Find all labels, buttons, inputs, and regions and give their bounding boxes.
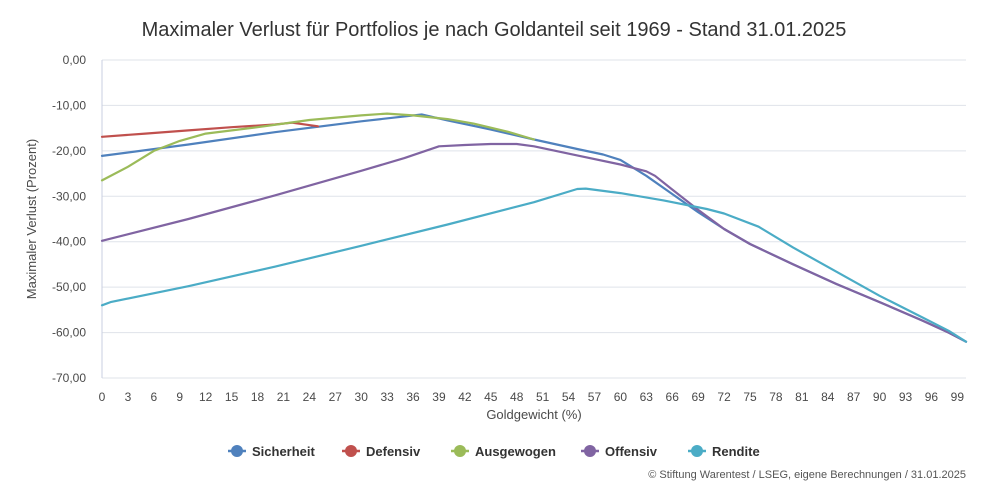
x-tick-label: 90 — [873, 390, 887, 404]
y-tick-labels: 0,00 -10,00 -20,00 -30,00 -40,00 -50,00 -60,00… — [52, 53, 86, 385]
x-tick-label: 51 — [536, 390, 550, 404]
chart-title: Maximaler Verlust für Portfolios je nach… — [142, 19, 847, 41]
x-tick-label: 99 — [951, 390, 965, 404]
legend-label: Ausgewogen — [475, 444, 556, 459]
x-tick-label: 54 — [562, 390, 576, 404]
x-tick-label: 30 — [355, 390, 369, 404]
legend-label: Offensiv — [605, 444, 658, 459]
legend-marker-icon — [691, 445, 703, 457]
x-tick-label: 9 — [176, 390, 183, 404]
series-line-offensiv — [100, 142, 968, 343]
y-axis-label: Maximaler Verlust (Prozent) — [24, 139, 39, 299]
x-tick-label: 18 — [251, 390, 265, 404]
x-tick-label: 21 — [277, 390, 291, 404]
x-tick-label: 33 — [380, 390, 394, 404]
x-tick-label: 0 — [99, 390, 106, 404]
y-tick-label: -50,00 — [52, 280, 86, 294]
x-tick-label: 6 — [150, 390, 157, 404]
legend-label: Rendite — [712, 444, 760, 459]
x-tick-label: 93 — [899, 390, 913, 404]
x-tick-label: 39 — [432, 390, 446, 404]
y-tick-label: -60,00 — [52, 326, 86, 340]
legend-item-rendite[interactable]: Rendite — [688, 444, 760, 459]
x-tick-label: 60 — [614, 390, 628, 404]
x-tick-label: 27 — [329, 390, 343, 404]
x-tick-label: 87 — [847, 390, 861, 404]
legend-item-defensiv[interactable]: Defensiv — [342, 444, 421, 459]
legend-label: Defensiv — [366, 444, 421, 459]
x-tick-label: 66 — [666, 390, 680, 404]
y-tick-label: -30,00 — [52, 189, 86, 203]
y-tick-label: -70,00 — [52, 371, 86, 385]
x-tick-label: 72 — [717, 390, 731, 404]
x-axis-label: Goldgewicht (%) — [486, 407, 581, 422]
x-tick-label: 3 — [125, 390, 132, 404]
legend[interactable]: Sicherheit Defensiv Ausgewogen Offensiv Rend… — [228, 444, 760, 459]
series-lines — [100, 112, 968, 343]
source-note: © Stiftung Warentest / LSEG, eigene Bere… — [648, 469, 966, 481]
x-tick-label: 69 — [691, 390, 705, 404]
legend-item-ausgewogen[interactable]: Ausgewogen — [451, 444, 556, 459]
x-tick-label: 45 — [484, 390, 498, 404]
legend-item-sicherheit[interactable]: Sicherheit — [228, 444, 316, 459]
x-tick-label: 75 — [743, 390, 757, 404]
x-tick-label: 42 — [458, 390, 472, 404]
x-tick-label: 24 — [303, 390, 317, 404]
y-tick-label: -20,00 — [52, 144, 86, 158]
y-tick-label: 0,00 — [63, 53, 87, 67]
legend-label: Sicherheit — [252, 444, 316, 459]
x-tick-label: 36 — [406, 390, 420, 404]
x-tick-label: 96 — [925, 390, 939, 404]
x-tick-label: 48 — [510, 390, 524, 404]
y-tick-label: -40,00 — [52, 235, 86, 249]
x-tick-label: 81 — [795, 390, 809, 404]
series-line-rendite — [100, 187, 968, 343]
y-tick-label: -10,00 — [52, 98, 86, 112]
x-tick-label: 84 — [821, 390, 835, 404]
x-tick-label: 78 — [769, 390, 783, 404]
legend-item-offensiv[interactable]: Offensiv — [581, 444, 658, 459]
x-tick-label: 15 — [225, 390, 239, 404]
x-tick-label: 63 — [640, 390, 654, 404]
legend-marker-icon — [231, 445, 243, 457]
x-tick-label: 12 — [199, 390, 213, 404]
series-line-sicherheit — [100, 113, 968, 343]
series-line-ausgewogen — [100, 112, 536, 182]
x-tick-labels: 0 3 6 9 12 15 18 21 24 27 30 33 36 39 42 45 48 51 54 57 60 63… — [99, 390, 965, 404]
x-tick-label: 57 — [588, 390, 602, 404]
legend-marker-icon — [584, 445, 596, 457]
gridlines — [102, 59, 966, 379]
legend-marker-icon — [454, 445, 466, 457]
legend-marker-icon — [345, 445, 357, 457]
